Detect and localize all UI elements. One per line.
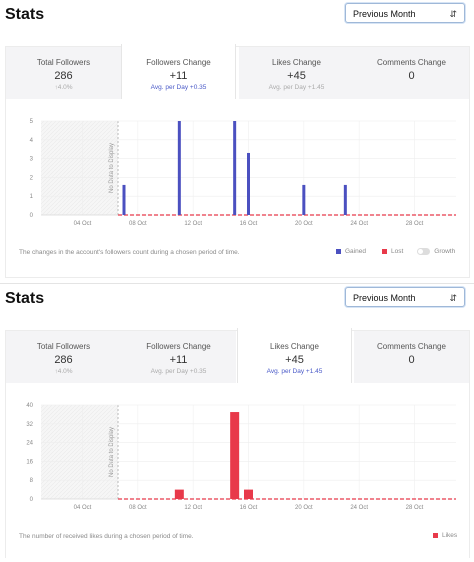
legend-lost: Lost	[390, 248, 404, 255]
tab-sub: Avg. per Day +1.45	[268, 84, 325, 91]
stats-section-followers: Stats Previous Month ⇵ Total Followers 2…	[5, 3, 470, 278]
tab-label: Total Followers	[36, 58, 91, 67]
tab-sub: Avg. per Day +0.35	[150, 84, 207, 91]
x-tick-label: 28 Oct	[406, 505, 424, 511]
tab-total-followers[interactable]: Total Followers 286 ↑4.0%	[6, 47, 121, 99]
period-select-value: Previous Month	[353, 293, 416, 303]
x-tick-label: 12 Oct	[184, 505, 202, 511]
stats-title: Stats	[5, 6, 45, 23]
tab-value: 0	[408, 70, 415, 82]
tab-label: Total Followers	[36, 342, 91, 351]
bar-likes	[174, 489, 184, 499]
y-tick-label: 5	[30, 119, 34, 125]
chart-caption: The changes in the account's followers c…	[19, 249, 240, 256]
legend-growth: Growth	[434, 248, 456, 255]
bar-gained	[247, 152, 250, 215]
tab-followers-change[interactable]: Followers Change +11 Avg. per Day +0.35	[121, 44, 236, 99]
tab-label: Likes Change	[272, 58, 321, 67]
tab-likes-change[interactable]: Likes Change +45 Avg. per Day +1.45	[239, 47, 354, 99]
tab-value: 0	[408, 354, 415, 366]
stats-tabs: Total Followers 286 ↑4.0% Followers Chan…	[6, 44, 469, 99]
x-tick-label: 16 Oct	[240, 221, 258, 227]
chart-legend: Gained Lost Growth	[336, 248, 455, 255]
tab-followers-change[interactable]: Followers Change +11 Avg. per Day +0.35	[121, 331, 236, 383]
y-tick-label: 3	[30, 157, 34, 163]
stats-tabs: Total Followers 286 ↑4.0% Followers Chan…	[6, 328, 469, 383]
legend-swatch-likes	[433, 533, 438, 538]
legend-swatch-lost	[381, 249, 387, 254]
tab-sub: Avg. per Day +0.35	[150, 368, 207, 375]
likes-chart-area: No Data to Display 0 8 16 24 32 40 04 Oct 08 Oct…	[6, 383, 469, 561]
bar-likes	[244, 489, 253, 499]
x-tick-label: 20 Oct	[295, 221, 313, 227]
legend-swatch-gained	[336, 249, 341, 254]
no-data-label: No Data to Display	[109, 427, 115, 477]
bar-gained	[302, 184, 306, 215]
chart-caption: The number of received likes during a ch…	[19, 533, 194, 540]
bar-likes	[230, 412, 240, 499]
y-tick-label: 0	[30, 213, 34, 219]
bar-gained	[177, 121, 181, 215]
chart-legend: Likes	[433, 532, 457, 539]
y-tick-label: 24	[26, 441, 33, 447]
no-data-region	[41, 121, 118, 215]
x-tick-label: 08 Oct	[129, 505, 147, 511]
tab-comments-change[interactable]: Comments Change 0	[354, 331, 469, 383]
y-tick-label: 8	[30, 478, 34, 484]
tab-value: 286	[54, 70, 73, 82]
y-tick-label: 1	[30, 194, 34, 200]
tab-sub: ↑4.0%	[54, 368, 73, 375]
period-select[interactable]: Previous Month ⇵	[345, 287, 465, 307]
y-tick-label: 2	[30, 175, 34, 181]
period-select-value: Previous Month	[353, 9, 416, 19]
x-tick-label: 04 Oct	[74, 221, 92, 227]
x-tick-label: 04 Oct	[74, 505, 92, 511]
x-tick-label: 08 Oct	[129, 221, 147, 227]
stats-section-likes: Stats Previous Month ⇵ Total Followers 2…	[0, 283, 474, 562]
y-tick-label: 16	[26, 459, 33, 465]
tab-label: Comments Change	[377, 342, 446, 351]
tab-value: +45	[285, 354, 304, 366]
x-tick-label: 24 Oct	[350, 505, 368, 511]
tab-value: +11	[169, 354, 188, 366]
tab-sub: ↑4.0%	[54, 84, 73, 91]
followers-chart: No Data to Display 0 1 2 3 4 5 04 Oct 08 Oct 12 O…	[30, 119, 456, 227]
x-tick-label: 28 Oct	[406, 221, 424, 227]
tab-label: Followers Change	[146, 58, 211, 67]
bar-gained	[233, 121, 237, 215]
stats-title: Stats	[5, 290, 45, 307]
chevron-up-down-icon: ⇵	[449, 293, 457, 303]
y-tick-label: 32	[26, 422, 33, 428]
x-tick-label: 12 Oct	[184, 221, 202, 227]
tab-label: Followers Change	[146, 342, 211, 351]
tab-value: +11	[169, 70, 188, 82]
bar-gained	[122, 184, 126, 215]
likes-chart: No Data to Display 0 8 16 24 32 40 04 Oct 08 Oct…	[26, 403, 456, 511]
tab-value: +45	[287, 70, 306, 82]
tab-likes-change[interactable]: Likes Change +45 Avg. per Day +1.45	[237, 328, 352, 383]
tab-label: Likes Change	[270, 342, 319, 351]
tab-total-followers[interactable]: Total Followers 286 ↑4.0%	[6, 331, 121, 383]
tab-value: 286	[54, 354, 73, 366]
legend-gained: Gained	[345, 248, 366, 255]
y-tick-label: 40	[26, 403, 33, 409]
tab-label: Comments Change	[377, 58, 446, 67]
growth-toggle[interactable]	[417, 248, 431, 255]
no-data-region	[41, 405, 118, 499]
x-tick-label: 24 Oct	[350, 221, 368, 227]
followers-chart-area: No Data to Display 0 1 2 3 4 5 04 Oct 08 Oct 12 O…	[6, 99, 469, 277]
no-data-label: No Data to Display	[109, 143, 115, 193]
period-select[interactable]: Previous Month ⇵	[345, 3, 465, 23]
bar-gained	[343, 184, 347, 215]
stats-panel: Total Followers 286 ↑4.0% Followers Chan…	[5, 44, 470, 278]
x-tick-label: 20 Oct	[295, 505, 313, 511]
tab-sub: Avg. per Day +1.45	[266, 368, 323, 375]
y-tick-label: 0	[30, 497, 34, 503]
chevron-up-down-icon: ⇵	[449, 9, 457, 19]
y-tick-label: 4	[30, 138, 34, 144]
x-tick-label: 16 Oct	[240, 505, 258, 511]
stats-panel: Total Followers 286 ↑4.0% Followers Chan…	[5, 328, 470, 561]
tab-comments-change[interactable]: Comments Change 0	[354, 47, 469, 99]
legend-likes: Likes	[442, 532, 458, 539]
